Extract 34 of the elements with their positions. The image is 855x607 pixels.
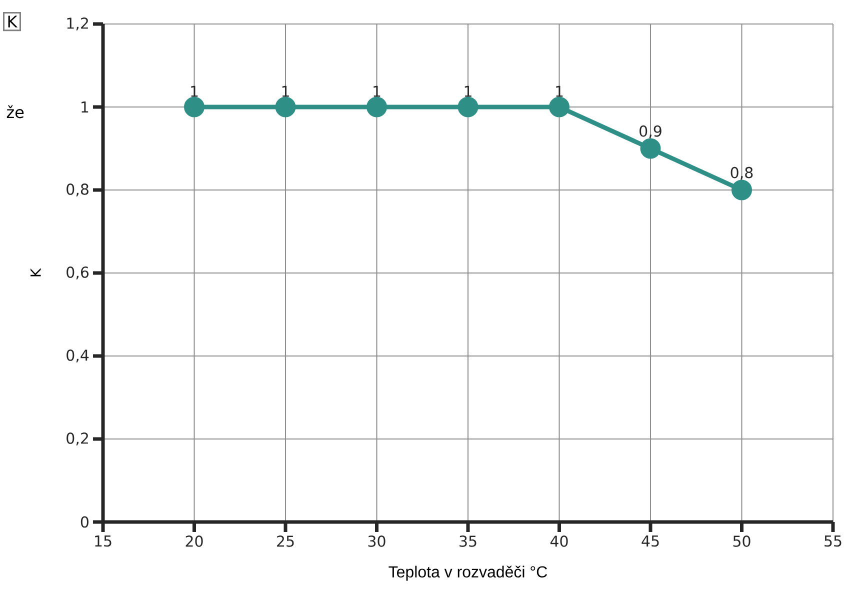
y-tick-label: 0,8 [66,184,88,196]
data-label: 1 [556,86,563,97]
x-tick-label: 15 [95,536,112,547]
x-tick-label: 25 [277,536,294,547]
x-tick-label: 55 [824,536,842,547]
data-label: 0,9 [640,125,662,138]
x-tick-label: 50 [733,536,750,547]
data-label: 1 [464,86,472,97]
data-label: 1 [374,86,380,97]
x-tick-label: 40 [550,536,568,547]
y-tick-label: 0,2 [66,432,88,446]
point [184,96,205,118]
y-tick-label: 0,6 [66,266,89,280]
point [732,180,752,200]
data-label: 1 [191,86,198,97]
point [549,96,570,118]
data-label: 0,8 [730,166,753,180]
point [366,96,388,118]
text: že [6,105,24,118]
y-tick-label: 1,2 [67,18,88,30]
point [275,96,296,118]
y-tick-label: 1 [82,102,88,112]
point [640,138,661,159]
x-axis-title: Teplota v rozvaděči °C [388,566,548,581]
text: K [8,16,18,28]
x-tick-label: 20 [186,536,203,547]
y-tick-label: 0 [80,516,88,528]
y-axis-title: K [30,268,41,276]
data-label: 1 [282,86,289,97]
point [458,96,478,118]
x-tick-label: 35 [460,536,476,547]
x-tick-label: 30 [368,536,386,547]
x-tick-label: 45 [642,536,659,547]
y-tick-label: 0,4 [66,350,89,362]
